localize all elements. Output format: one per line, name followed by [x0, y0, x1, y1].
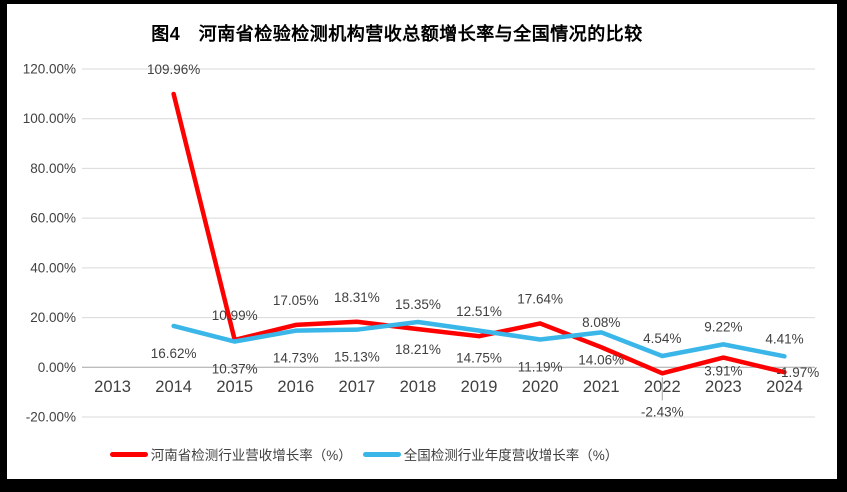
data-label: 9.22%: [704, 319, 742, 334]
y-tick-label: 0.00%: [38, 360, 76, 375]
y-tick-label: 60.00%: [30, 211, 76, 226]
chart-area: 图4 河南省检验检测机构营收总额增长率与全国情况的比较 120.00% 100.0…: [7, 4, 837, 479]
data-label: 10.37%: [212, 362, 258, 377]
data-label: 17.05%: [273, 293, 319, 308]
data-label: 14.06%: [578, 352, 624, 367]
data-label: 18.21%: [395, 342, 441, 357]
data-label: 18.31%: [334, 290, 380, 305]
y-tick-label: -20.00%: [26, 410, 76, 425]
data-label: 8.08%: [582, 315, 620, 330]
x-tick-label: 2013: [94, 378, 131, 396]
legend-line-national-swatch: [362, 451, 401, 457]
legend-item-henan: 河南省检测行业营收增长率（%）: [109, 444, 352, 464]
y-tick-label: 100.00%: [23, 111, 76, 126]
x-tick-label: 2014: [155, 378, 192, 396]
data-label: 109.96%: [147, 62, 200, 77]
legend: 河南省检测行业营收增长率（%） 全国检测行业年度营收增长率（%）: [0, 444, 779, 464]
legend-line-henan-swatch: [109, 451, 148, 457]
data-label: 4.54%: [643, 331, 681, 346]
national-series-labels: 16.62% 10.37% 14.73% 15.13% 18.21% 14.75% 11.1…: [151, 319, 804, 376]
data-label: 14.75%: [456, 351, 502, 366]
henan-series-line: [171, 91, 787, 376]
x-tick-label: 2020: [522, 378, 559, 396]
x-axis-tick-labels: 2013 2014 2015 2016 2017 2018 2019 2020 2021 2022…: [94, 378, 803, 396]
y-axis-tick-labels: 120.00% 100.00% 80.00% 60.00% 40.00% 20.00% 0.…: [23, 62, 76, 425]
data-label: 11.19%: [518, 359, 563, 374]
chart-title: 图4 河南省检验检测机构营收总额增长率与全国情况的比较: [151, 24, 643, 44]
data-label: -2.43%: [641, 404, 684, 419]
data-label: -1.97%: [776, 365, 819, 380]
data-label: 10.99%: [212, 308, 258, 323]
data-label: 14.73%: [273, 351, 319, 366]
data-label: 3.91%: [704, 364, 742, 379]
data-label: 15.35%: [395, 297, 441, 312]
data-label: 17.64%: [517, 291, 563, 306]
y-tick-label: 80.00%: [30, 161, 76, 176]
x-tick-label: 2021: [583, 378, 620, 396]
y-tick-label: 20.00%: [30, 310, 76, 325]
national-series-line: [171, 319, 787, 359]
y-tick-label: 120.00%: [23, 62, 76, 77]
legend-label-henan: 河南省检测行业营收增长率（%）: [150, 448, 352, 463]
data-label: 12.51%: [456, 304, 502, 319]
data-label: 4.41%: [765, 331, 803, 346]
x-tick-label: 2019: [461, 378, 498, 396]
data-label: 15.13%: [334, 350, 380, 365]
y-tick-label: 40.00%: [30, 260, 76, 275]
x-tick-label: 2015: [216, 378, 253, 396]
x-tick-label: 2016: [277, 378, 314, 396]
x-tick-label: 2024: [766, 378, 803, 396]
x-tick-label: 2017: [339, 378, 376, 396]
x-tick-label: 2023: [705, 378, 742, 396]
chart-canvas: 120.00% 100.00% 80.00% 60.00% 40.00% 20.00% 0.…: [23, 62, 820, 425]
legend-item-national: 全国检测行业年度营收增长率（%）: [362, 444, 619, 464]
henan-series-labels: 109.96% 10.99% 17.05% 18.31% 15.35% 12.51% 17.…: [147, 62, 819, 419]
legend-label-national: 全国检测行业年度营收增长率（%）: [403, 448, 619, 463]
x-tick-label: 2018: [400, 378, 437, 396]
data-label: 16.62%: [151, 346, 197, 361]
